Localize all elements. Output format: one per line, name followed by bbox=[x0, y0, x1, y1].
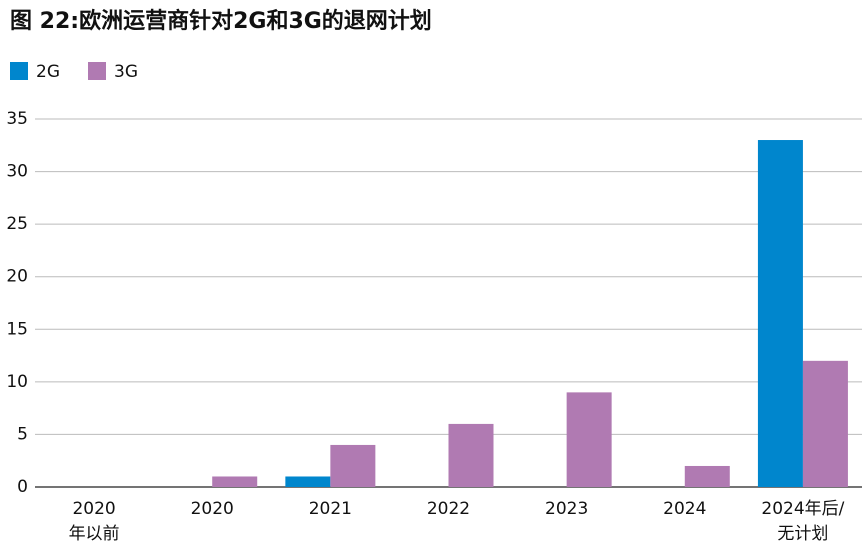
x-tick-label: 2024年后/ bbox=[761, 499, 844, 519]
y-tick-label: 15 bbox=[6, 319, 28, 339]
x-tick-label: 年以前 bbox=[69, 524, 120, 544]
legend-swatch bbox=[10, 62, 28, 80]
y-tick-label: 10 bbox=[6, 372, 28, 392]
legend-swatch bbox=[88, 62, 106, 80]
y-tick-label: 0 bbox=[17, 477, 28, 497]
bar bbox=[566, 392, 612, 487]
x-tick-label: 2022 bbox=[427, 499, 470, 519]
y-tick-label: 25 bbox=[6, 214, 28, 234]
x-tick-label: 2024 bbox=[663, 499, 706, 519]
chart-title: 图 22:欧洲运营商针对2G和3G的退网计划 bbox=[10, 8, 432, 34]
bar bbox=[757, 140, 803, 487]
bar bbox=[285, 476, 331, 487]
bar bbox=[212, 476, 258, 487]
y-tick-label: 20 bbox=[6, 267, 28, 287]
y-tick-label: 5 bbox=[17, 424, 28, 444]
x-tick-label: 2020 bbox=[191, 499, 234, 519]
bar bbox=[330, 444, 376, 487]
bar bbox=[448, 423, 494, 487]
x-tick-label: 2021 bbox=[309, 499, 352, 519]
legend-label: 3G bbox=[114, 62, 138, 82]
y-tick-label: 30 bbox=[6, 162, 28, 182]
y-tick-label: 35 bbox=[6, 109, 28, 129]
legend-label: 2G bbox=[36, 62, 60, 82]
x-tick-label: 无计划 bbox=[777, 524, 828, 544]
bar bbox=[684, 465, 730, 487]
bar bbox=[802, 360, 848, 487]
x-tick-label: 2023 bbox=[545, 499, 588, 519]
x-tick-label: 2020 bbox=[72, 499, 115, 519]
